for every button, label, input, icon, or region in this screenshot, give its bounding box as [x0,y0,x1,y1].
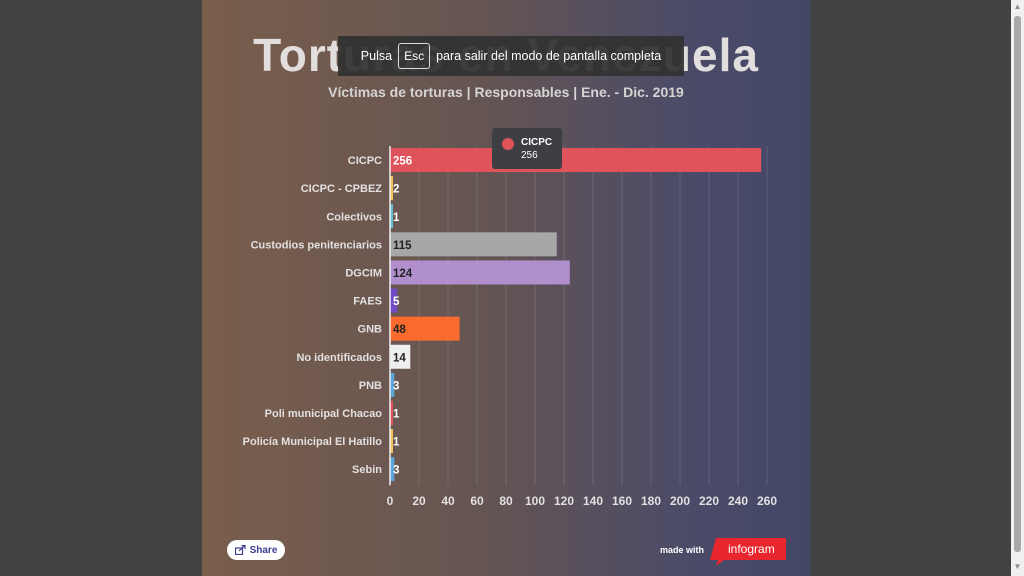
category-label: CICPC - CPBEZ [301,183,383,195]
x-tick-label: 140 [583,494,603,508]
category-label: No identificados [296,352,382,364]
category-label: PNB [359,380,382,392]
made-with-text: made with [660,545,705,555]
category-label: GNB [358,324,383,336]
x-tick-label: 240 [728,494,748,508]
x-tick-label: 180 [641,494,661,508]
value-label: 5 [393,296,400,308]
x-tick-label: 160 [612,494,632,508]
x-tick-label: 220 [699,494,719,508]
value-label: 256 [393,156,412,168]
esc-key: Esc [398,43,431,69]
banner-prefix: Pulsa [360,49,393,63]
value-label: 2 [393,184,399,196]
tooltip-value: 256 [521,150,538,161]
value-label: 115 [393,240,412,252]
infogram-logo[interactable] [710,538,786,566]
fullscreen-exit-banner: Pulsa Esc para salir del modo de pantall… [338,36,684,76]
x-tick-label: 40 [441,494,455,508]
x-tick-label: 200 [670,494,690,508]
share-icon [234,545,246,555]
scroll-up-icon[interactable]: ▲ [1013,2,1022,11]
bar-chart: CICPC 256 CICPC - CPBEZ 2 Colectivos 1 Custodi… [243,146,777,508]
value-label: 1 [393,437,400,449]
banner-suffix: para salir del modo de pantalla completa [436,49,662,63]
category-label: Poli municipal Chacao [265,408,383,420]
value-label: 124 [393,268,413,280]
value-label: 3 [393,465,399,477]
bar[interactable] [390,316,460,341]
bar[interactable] [390,429,393,454]
tooltip-series-dot [502,138,514,150]
category-label: Policía Municipal El Hatillo [243,436,383,448]
tooltip-name: CICPC [521,137,553,148]
value-label: 3 [393,380,399,392]
value-label: 1 [393,212,400,224]
bar[interactable] [390,288,398,313]
category-label: CICPC [348,155,382,167]
infogram-brand: infogram [728,542,775,556]
bar[interactable] [390,204,393,229]
chart-subtitle: Víctimas de torturas | Responsables | En… [328,84,684,100]
scrollbar[interactable]: ▲ ▼ [1011,0,1024,576]
chart-card: Torturas en Venezuela Víctimas de tortur… [202,0,810,576]
bar[interactable] [390,260,570,285]
bar[interactable] [390,344,411,369]
x-tick-label: 260 [757,494,777,508]
value-label: 14 [393,352,406,364]
chart-tooltip: CICPC 256 [492,128,562,169]
x-tick-label: 20 [412,494,426,508]
bar[interactable] [390,232,557,257]
scroll-thumb[interactable] [1014,16,1021,552]
x-tick-label: 120 [554,494,574,508]
bar[interactable] [390,148,762,173]
category-label: DGCIM [345,267,382,279]
category-label: FAES [353,296,382,308]
scroll-down-icon[interactable]: ▼ [1013,562,1022,571]
x-tick-label: 100 [525,494,545,508]
bar[interactable] [390,400,393,425]
x-tick-label: 80 [499,494,513,508]
share-button[interactable]: Share [227,540,285,560]
share-label: Share [249,544,278,556]
bar[interactable] [390,372,395,397]
value-label: 48 [393,324,406,336]
x-tick-label: 60 [470,494,484,508]
x-tick-label: 0 [387,494,394,508]
category-label: Custodios penitenciarios [251,239,382,251]
category-label: Colectivos [326,211,382,223]
bar[interactable] [390,457,395,482]
bar[interactable] [390,176,393,201]
value-label: 1 [393,408,400,420]
category-label: Sebin [352,464,382,476]
